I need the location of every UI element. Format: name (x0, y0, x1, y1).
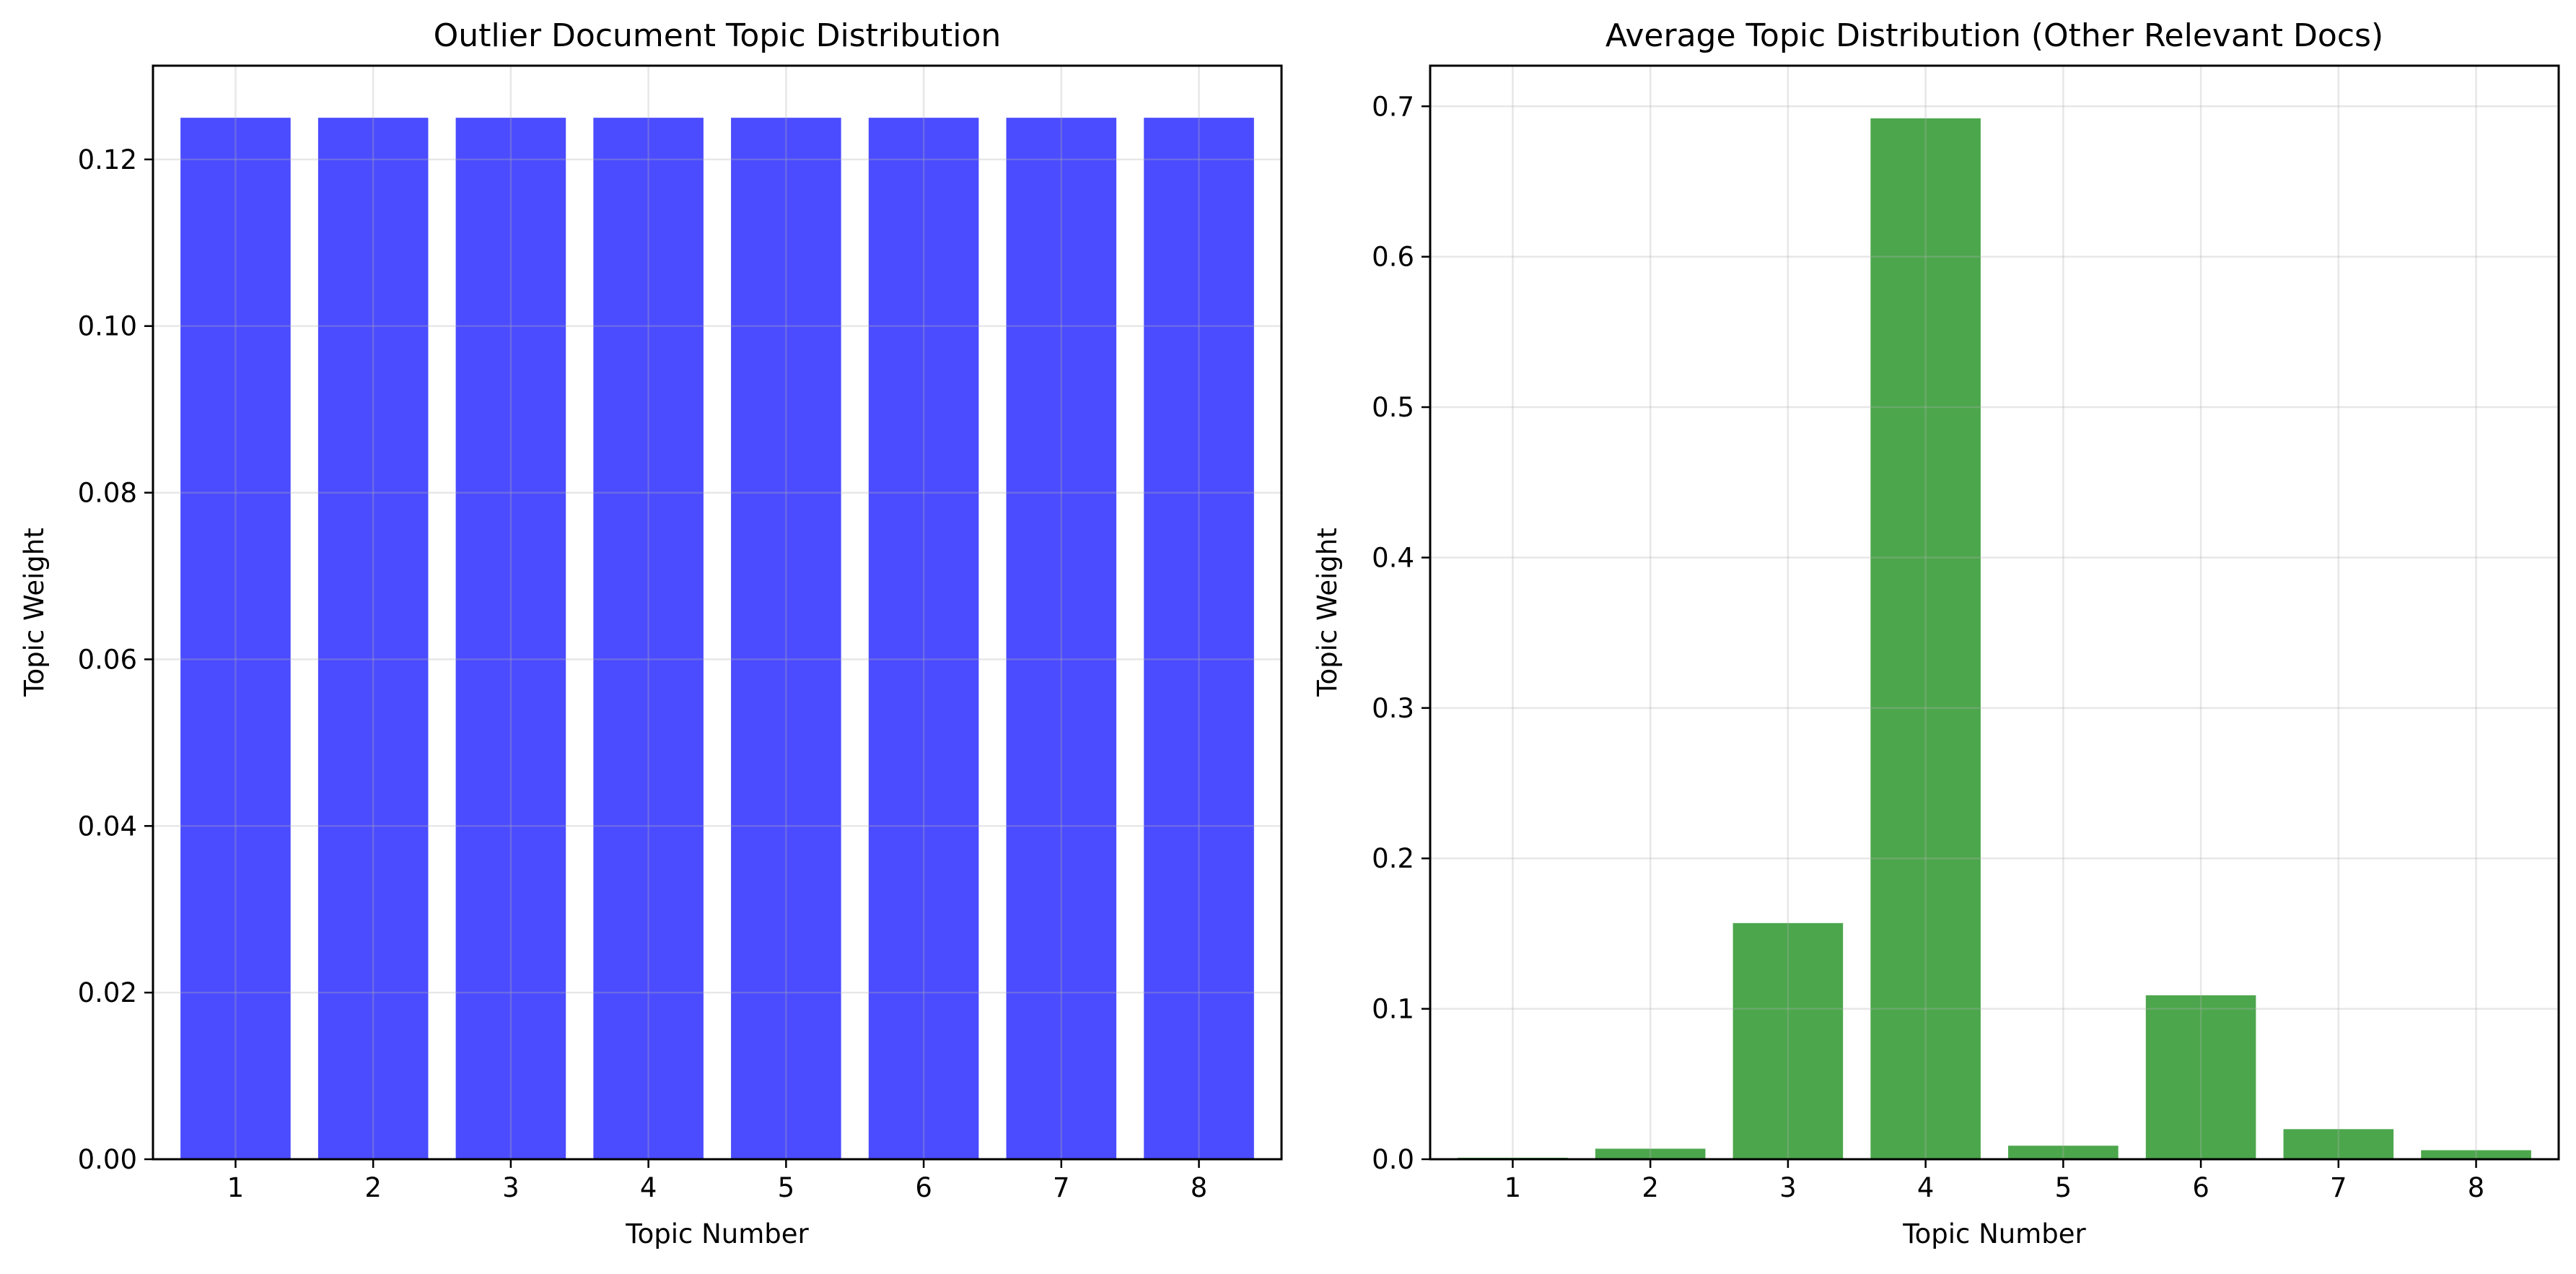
bar-topic-1 (180, 118, 291, 1160)
bars (1458, 118, 2531, 1159)
x-axis-label: Topic Number (625, 1218, 809, 1249)
y-tick-label: 0.7 (1372, 91, 1414, 122)
y-tick-label: 0.3 (1372, 693, 1414, 724)
y-axis-label: Topic Weight (19, 528, 50, 697)
x-tick-label: 2 (1642, 1172, 1659, 1203)
bar-topic-2 (1595, 1148, 1706, 1159)
plot-frame (152, 64, 1283, 1161)
bars (180, 118, 1254, 1160)
bar-topic-4 (593, 118, 704, 1160)
y-tick-label: 0.00 (78, 1144, 137, 1175)
chart-title: Outlier Document Topic Distribution (434, 17, 1002, 54)
outlier-topic-chart: 1 2 3 4 5 6 7 8 0.00 0.02 0.04 0.06 0.08 0.10 0.12 Out… (19, 17, 1283, 1249)
x-tick-label: 8 (1191, 1172, 1208, 1203)
bar-topic-5 (731, 118, 841, 1160)
x-tick-label: 4 (640, 1172, 657, 1203)
x-tick-label: 4 (1917, 1172, 1935, 1203)
bar-topic-3 (1732, 922, 1844, 1159)
ticks: 1 2 3 4 5 6 7 8 0.00 0.02 0.04 0.06 0.08 0.10 0.12 (78, 144, 1208, 1203)
x-tick-label: 3 (502, 1172, 520, 1203)
grid-lines (1430, 66, 2559, 1161)
y-tick-label: 0.4 (1372, 542, 1414, 573)
x-tick-label: 7 (2330, 1172, 2347, 1203)
bar-topic-2 (317, 118, 429, 1160)
bar-topic-5 (2008, 1146, 2119, 1159)
y-tick-label: 0.10 (78, 311, 137, 342)
y-tick-label: 0.1 (1372, 994, 1414, 1025)
y-tick-label: 0.12 (78, 144, 137, 175)
y-tick-label: 0.5 (1372, 392, 1414, 423)
y-tick-label: 0.0 (1372, 1144, 1414, 1175)
y-axis-label: Topic Weight (1312, 528, 1343, 697)
plot-frame (1429, 64, 2560, 1161)
bar-topic-8 (1144, 118, 1254, 1160)
x-tick-label: 1 (1504, 1172, 1522, 1203)
x-tick-label: 3 (1779, 1172, 1797, 1203)
bar-topic-7 (2283, 1129, 2394, 1159)
y-tick-label: 0.06 (78, 644, 137, 675)
bar-topic-6 (868, 118, 979, 1160)
x-tick-label: 7 (1053, 1172, 1070, 1203)
bar-topic-8 (2421, 1150, 2531, 1159)
y-tick-label: 0.02 (78, 977, 137, 1008)
bar-topic-4 (1870, 118, 1981, 1159)
x-tick-label: 5 (2055, 1172, 2072, 1203)
y-tick-label: 0.6 (1372, 242, 1414, 273)
y-tick-label: 0.2 (1372, 843, 1414, 874)
x-axis-label: Topic Number (1902, 1218, 2086, 1249)
average-topic-chart: 1 2 3 4 5 6 7 8 0.0 0.1 0.2 0.3 0.4 0.5 0.6 0.7 Average… (1312, 17, 2560, 1249)
chart-title: Average Topic Distribution (Other Releva… (1605, 17, 2383, 54)
bar-topic-6 (2145, 995, 2256, 1159)
y-tick-label: 0.08 (78, 478, 137, 509)
x-tick-label: 1 (227, 1172, 245, 1203)
bar-topic-7 (1006, 118, 1117, 1160)
x-tick-label: 5 (778, 1172, 795, 1203)
x-tick-label: 6 (915, 1172, 932, 1203)
x-tick-label: 2 (364, 1172, 382, 1203)
y-tick-label: 0.04 (78, 811, 137, 842)
grid-lines (153, 66, 1282, 1161)
bar-topic-3 (455, 118, 566, 1160)
x-tick-label: 6 (2192, 1172, 2209, 1203)
x-tick-label: 8 (2468, 1172, 2485, 1203)
ticks: 1 2 3 4 5 6 7 8 0.0 0.1 0.2 0.3 0.4 0.5 0.6 0.7 (1372, 91, 2484, 1203)
